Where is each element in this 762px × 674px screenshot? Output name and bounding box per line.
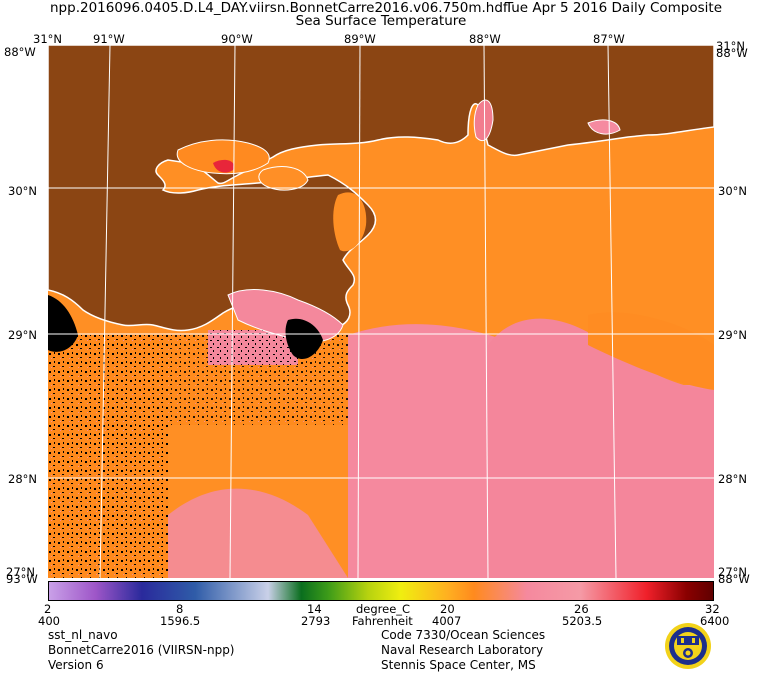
chandeleur-sound [333,192,367,252]
celsius-tick-2: 2 [44,602,52,616]
celsius-tick-26: 26 [574,602,589,616]
composite-date: Tue Apr 5 2016 Daily Composite [505,0,723,16]
overlap-label-bottom-right: 88°W [718,572,750,586]
fahrenheit-tick-400: 400 [38,614,60,628]
lon-label-88w: 88°W [469,32,501,46]
lat-label-bottom-right: 27°N [718,565,747,579]
lon-label-91w: 91°W [93,32,125,46]
west-clouds [48,295,78,352]
version-label: Version 6 [48,658,104,672]
sst-map [48,45,714,578]
celsius-tick-14: 14 [307,602,322,616]
lat-label-30n-left: 30°N [8,184,37,198]
overlap-label-bottom-left: 93°W [6,572,38,586]
unit-fahrenheit: Fahrenheit [352,614,413,628]
celsius-tick-8: 8 [176,602,184,616]
lat-label-bottom-left: 27°N [6,565,35,579]
pensacola-bay [587,119,621,135]
celsius-tick-32: 32 [705,602,720,616]
nrl-seal-logo [665,623,711,669]
org-code: Code 7330/Ocean Sciences [381,628,546,642]
region-name: BonnetCarre2016 (VIIRSN-npp) [48,643,235,657]
lat-label-30n-right: 30°N [718,184,747,198]
product-name: sst_nl_navo [48,628,118,642]
lat-label-top-right: 31°N [716,39,745,53]
celsius-tick-20: 20 [440,602,455,616]
lat-label-29n-left: 29°N [8,328,37,342]
graticule [48,45,714,578]
temperature-colorbar [48,581,714,601]
fahrenheit-tick-2793: 2793 [301,614,331,628]
image-filename: npp.2016096.0405.D.L4_DAY.viirsn.BonnetC… [50,0,508,16]
lake-hot-spot [213,159,234,173]
org-lab: Naval Research Laboratory [381,643,544,657]
orange-tongue [588,312,714,390]
lake-pontchartrain [176,139,270,175]
overlap-label-top-right: 88°W [716,46,748,60]
warm-water-mass-2 [488,318,714,578]
lake-borgne [258,166,309,191]
warm-water-filament [158,488,348,578]
lon-label-90w: 90°W [221,32,253,46]
fahrenheit-tick-5203: 5203.5 [562,614,603,628]
lat-label-28n-right: 28°N [718,472,747,486]
fahrenheit-tick-1596: 1596.5 [160,614,201,628]
lat-label-top-left: 31°N [33,32,62,46]
lon-label-89w: 89°W [344,32,376,46]
org-location: Stennis Space Center, MS [381,658,536,672]
lon-label-87w: 87°W [593,32,625,46]
page-title: Sea Surface Temperature [295,13,467,29]
fahrenheit-tick-4007: 4007 [432,614,462,628]
unit-celsius: degree_C [356,602,411,616]
cloud-speckle-west [48,335,168,578]
delta-clouds [285,318,323,360]
mobile-bay [473,99,494,142]
fahrenheit-tick-6400: 6400 [700,614,730,628]
lat-label-29n-right: 29°N [718,328,747,342]
lat-label-28n-left: 28°N [8,472,37,486]
overlap-label-top-left: 88°W [4,45,36,59]
